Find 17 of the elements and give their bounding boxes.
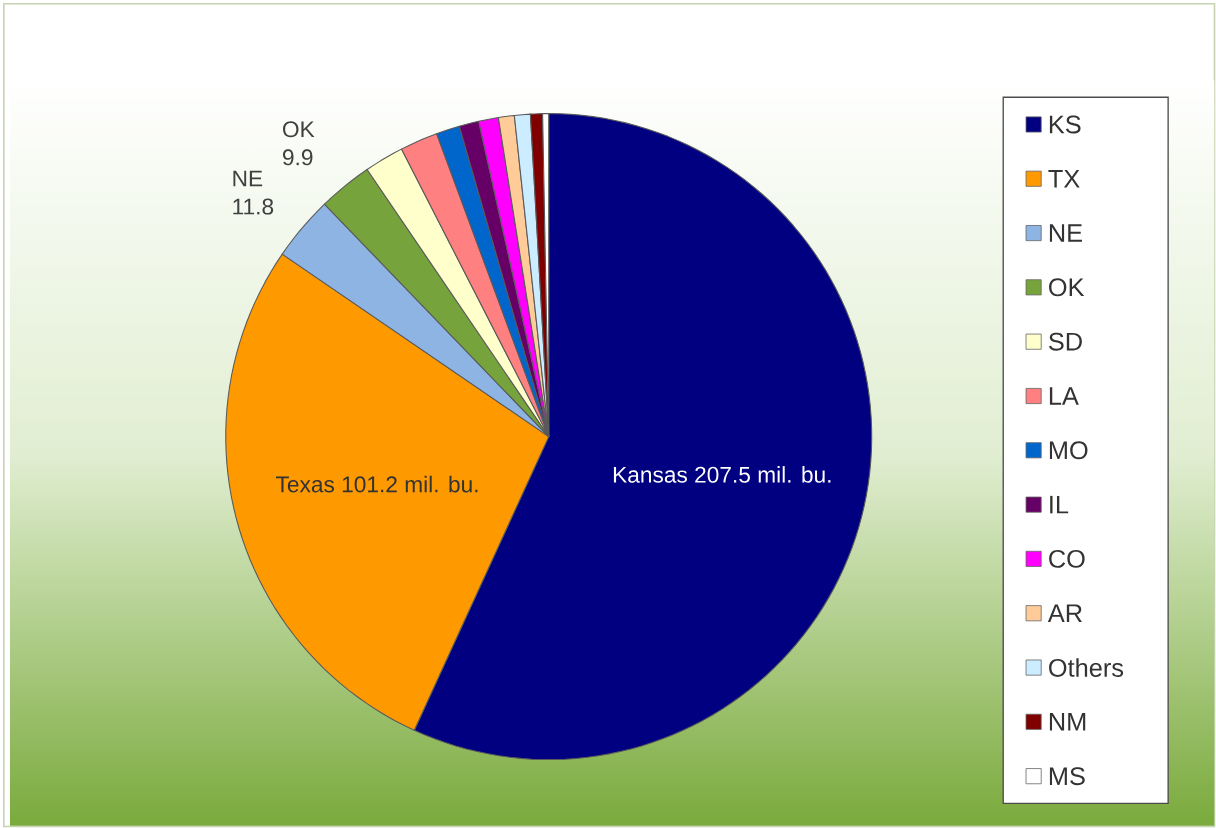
legend-label: LA: [1049, 387, 1079, 405]
legend-label: KS: [1049, 115, 1081, 134]
legend-label: SD: [1049, 332, 1082, 351]
legend-label: MO: [1049, 441, 1088, 460]
data-label: NE 11.8: [233, 170, 274, 215]
legend-label: MS: [1049, 767, 1085, 786]
data-label: Texas 101.2 mil. bu.: [276, 475, 478, 493]
legend-label: NM: [1049, 713, 1086, 731]
legend-label: CO: [1049, 549, 1085, 568]
legend-label: OK: [1049, 278, 1085, 297]
data-label: Kansas 207.5 mil. bu.: [613, 466, 831, 483]
legend-label: Others: [1049, 658, 1124, 677]
legend-label: TX: [1048, 169, 1080, 188]
legend-label: AR: [1047, 604, 1082, 622]
data-label: OK 9.9: [282, 121, 315, 166]
legend-label: IL: [1050, 495, 1069, 514]
legend-label: NE: [1049, 224, 1082, 242]
